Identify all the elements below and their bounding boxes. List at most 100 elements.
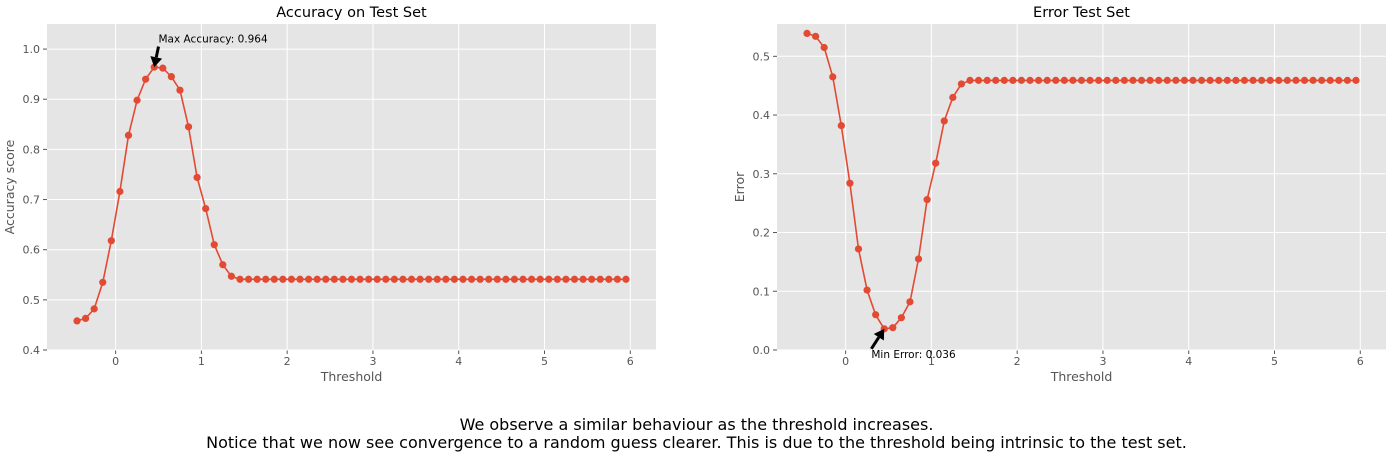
data-point xyxy=(613,275,622,283)
data-point xyxy=(1215,76,1223,84)
data-point xyxy=(167,73,175,81)
data-point xyxy=(1069,76,1077,84)
data-point xyxy=(854,245,863,253)
data-point xyxy=(510,275,519,283)
data-point xyxy=(1095,76,1103,84)
data-point xyxy=(407,275,416,283)
caption-line-1: We observe a similar behaviour as the th… xyxy=(459,415,934,434)
x-tick-label: 0 xyxy=(842,355,849,368)
data-point xyxy=(73,317,81,325)
data-point xyxy=(99,278,107,286)
data-point xyxy=(150,63,158,71)
y-tick-label: 0.4 xyxy=(23,344,41,357)
data-point xyxy=(1258,76,1266,84)
chart-2: 0 1 2 3 4 5 6 0.0 0.1 0.2 0.3 0.4 0.5 Error Test Set T… xyxy=(732,5,1386,384)
data-point xyxy=(1052,76,1060,84)
data-point xyxy=(356,275,364,283)
y-tick-label: 1.0 xyxy=(23,43,41,56)
x-tick-label: 6 xyxy=(1357,355,1364,368)
data-point xyxy=(236,275,244,283)
x-tick-label: 5 xyxy=(541,355,548,368)
data-point xyxy=(467,275,476,283)
data-point xyxy=(485,275,493,283)
y-axis-label: Accuracy score xyxy=(2,139,17,234)
data-point xyxy=(416,275,424,283)
data-point xyxy=(262,275,270,283)
data-point xyxy=(1180,76,1189,84)
x-tick-label: 2 xyxy=(284,355,291,368)
data-point xyxy=(949,93,957,102)
data-point xyxy=(107,237,115,245)
data-point xyxy=(1223,76,1231,84)
data-point xyxy=(914,255,923,263)
data-point xyxy=(1232,76,1240,84)
data-point xyxy=(820,43,828,52)
data-point xyxy=(133,96,141,104)
chart-title: Error Test Set xyxy=(1033,5,1130,21)
data-point xyxy=(176,86,184,94)
data-point xyxy=(605,275,613,283)
data-point xyxy=(1129,76,1137,84)
data-point xyxy=(1043,76,1051,84)
data-point xyxy=(1172,76,1180,84)
data-point xyxy=(811,32,820,40)
data-point xyxy=(1120,76,1128,84)
data-point xyxy=(906,298,914,306)
annotation-arrow-shaft xyxy=(870,336,881,350)
y-tick-label: 0.7 xyxy=(23,194,41,207)
data-point xyxy=(81,314,90,323)
data-point xyxy=(116,187,124,196)
data-point xyxy=(957,80,966,88)
y-tick-label: 0.0 xyxy=(753,344,771,357)
data-point xyxy=(536,275,544,283)
data-point xyxy=(1352,76,1360,84)
data-point xyxy=(1000,76,1008,84)
data-point xyxy=(279,275,287,283)
plot-area xyxy=(47,24,656,350)
x-tick-label: 3 xyxy=(369,355,376,368)
x-axis-label: Threshold xyxy=(1050,369,1113,384)
data-point xyxy=(1343,76,1352,84)
data-point xyxy=(1035,76,1043,84)
data-point xyxy=(365,275,373,283)
y-tick-label: 0.5 xyxy=(753,50,771,63)
data-point xyxy=(399,275,407,283)
data-point xyxy=(244,275,253,283)
data-point xyxy=(1163,76,1171,84)
data-point xyxy=(142,75,150,83)
data-point xyxy=(966,76,974,84)
data-point xyxy=(1266,76,1274,84)
data-point xyxy=(459,275,467,283)
data-point xyxy=(1009,76,1017,84)
data-point xyxy=(296,275,304,283)
y-tick-label: 0.8 xyxy=(23,143,41,156)
data-point xyxy=(1300,76,1309,84)
y-tick-label: 0.9 xyxy=(23,93,41,106)
data-point xyxy=(1249,76,1257,84)
data-point xyxy=(1335,76,1343,84)
y-tick-label: 0.1 xyxy=(753,285,771,298)
data-point xyxy=(1206,76,1214,84)
data-point xyxy=(390,275,398,283)
data-point xyxy=(837,122,845,130)
data-point xyxy=(1197,76,1206,84)
data-point xyxy=(1017,76,1026,84)
data-point xyxy=(932,159,940,167)
data-point xyxy=(846,179,854,187)
data-point xyxy=(1292,76,1300,84)
annotation-arrow-head xyxy=(873,328,885,341)
data-point xyxy=(330,275,338,283)
annotation-label: Min Error: 0.036 xyxy=(871,349,956,361)
data-point xyxy=(502,275,510,283)
data-point xyxy=(596,275,604,283)
data-point xyxy=(553,275,561,283)
y-tick-label: 0.5 xyxy=(23,294,41,307)
data-point xyxy=(1275,76,1283,84)
data-point xyxy=(1086,76,1094,84)
caption-line-2: Notice that we now see convergence to a … xyxy=(206,433,1187,452)
data-point xyxy=(1240,76,1249,84)
data-point xyxy=(579,275,587,283)
data-point xyxy=(1077,76,1086,84)
data-point xyxy=(382,275,390,283)
data-point xyxy=(202,204,210,213)
